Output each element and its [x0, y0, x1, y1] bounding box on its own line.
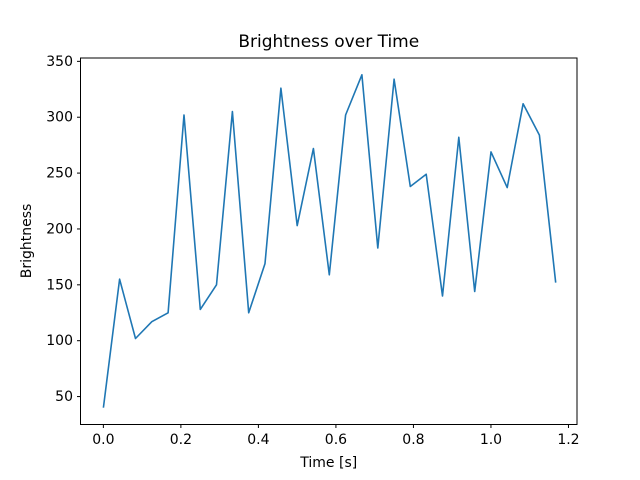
brightness-series-line — [102, 74, 557, 408]
y-tick-label: 250 — [46, 166, 73, 182]
plot-area: 0.0 0.2 0.4 0.6 0.8 1.0 1.2 50 100 150 200 250 300 35… — [46, 54, 579, 448]
x-tick-label: 0.6 — [325, 432, 347, 448]
x-tick-label: 1.2 — [557, 432, 579, 448]
x-tick-label: 0.4 — [247, 432, 269, 448]
y-tick-label: 300 — [46, 110, 73, 126]
x-tick-label: 0.2 — [170, 432, 192, 448]
y-tick-label: 150 — [46, 277, 73, 293]
y-tick-label: 100 — [46, 333, 73, 349]
chart-title: Brightness over Time — [238, 32, 419, 52]
x-tick-label: 1.0 — [480, 432, 502, 448]
y-axis-label: Brightness — [19, 204, 35, 279]
x-tick-label: 0.0 — [92, 432, 114, 448]
x-tick-label: 0.8 — [402, 432, 424, 448]
plot-border — [80, 57, 578, 425]
y-tick-label: 350 — [46, 54, 73, 70]
x-axis-label: Time [s] — [299, 455, 357, 471]
y-tick-label: 200 — [46, 221, 73, 237]
y-tick-label: 50 — [55, 389, 73, 405]
